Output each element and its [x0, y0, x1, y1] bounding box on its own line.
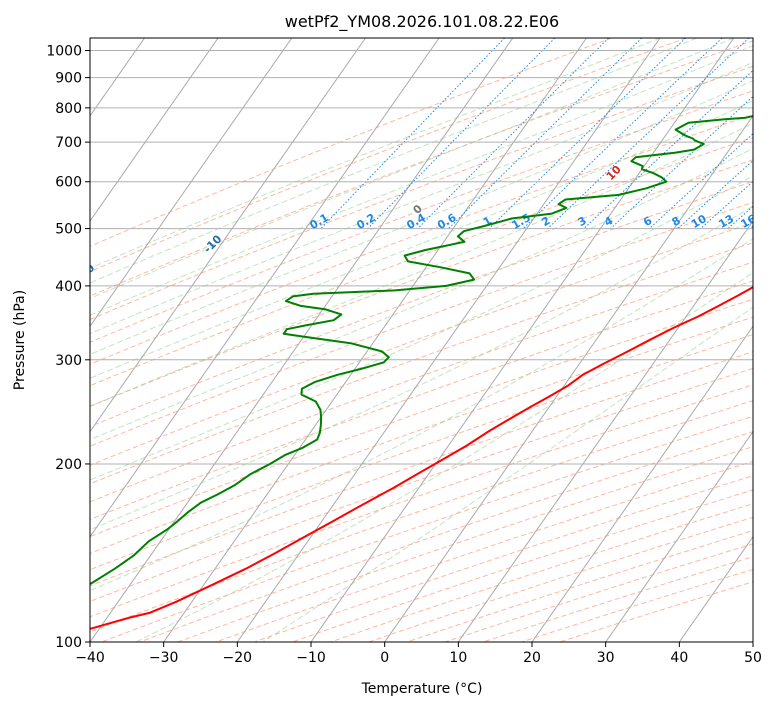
dry-adiabat-label: -20 — [74, 261, 97, 284]
mixing-ratio-label: 16 — [738, 212, 758, 231]
mixing-ratio-line — [522, 38, 723, 229]
background-lines — [90, 38, 753, 642]
mixing-ratio-line — [677, 159, 753, 229]
x-tick-label: −30 — [149, 650, 179, 666]
isotherm-line — [163, 38, 587, 642]
isotherm-line — [310, 38, 735, 642]
y-tick-label: 400 — [55, 279, 82, 295]
isotherm-line — [90, 38, 219, 222]
y-tick-label: 800 — [55, 101, 82, 117]
dry-adiabat-line — [90, 90, 753, 343]
y-tick-label: 1000 — [46, 44, 82, 60]
moist-adiabat-line — [90, 205, 753, 531]
mixing-ratio-line — [448, 38, 643, 229]
dry-adiabat-line — [90, 316, 753, 554]
dry-adiabat-line — [90, 280, 753, 521]
moist-adiabat-line — [90, 61, 753, 335]
x-tick-label: 30 — [597, 650, 615, 666]
dry-adiabat-line — [90, 367, 753, 602]
x-tick-label: −40 — [75, 650, 105, 666]
isotherm-line — [678, 535, 753, 642]
moist-adiabat-line — [90, 80, 753, 355]
isotherm-line — [90, 38, 440, 538]
x-tick-label: 40 — [670, 650, 688, 666]
dry-adiabat-line — [90, 114, 753, 365]
moist-adiabat-line — [90, 147, 753, 441]
mixing-ratio-line — [320, 38, 505, 229]
x-tick-label: −10 — [296, 650, 326, 666]
dry-adiabat-line — [90, 180, 753, 428]
x-tick-label: 0 — [380, 650, 389, 666]
x-tick-label: 20 — [523, 650, 541, 666]
dewpoint-line — [90, 114, 753, 586]
x-tick-label: 50 — [744, 650, 762, 666]
isotherm-line — [384, 114, 753, 642]
isotherm-line — [236, 38, 661, 642]
isotherm-line — [457, 220, 753, 642]
x-axis-label: Temperature (°C) — [361, 681, 483, 697]
dry-adiabat-line — [90, 351, 753, 587]
isotherm-line — [90, 38, 366, 433]
x-tick-label: 10 — [449, 650, 467, 666]
temperature-line — [90, 285, 753, 630]
x-tick-label: −20 — [223, 650, 253, 666]
y-tick-label: 200 — [55, 457, 82, 473]
mixing-ratio-line — [367, 38, 556, 229]
moist-adiabat-line — [90, 175, 753, 481]
pressure-gridlines — [90, 50, 753, 642]
isotherm-line — [90, 38, 293, 328]
moist-adiabat-line — [90, 100, 753, 379]
isotherm-line — [531, 325, 753, 642]
y-tick-label: 700 — [55, 135, 82, 151]
isotherm-line — [90, 38, 514, 642]
mixing-ratio-line — [547, 38, 750, 229]
y-tick-label: 500 — [55, 222, 82, 238]
dry-adiabat-line — [90, 384, 753, 618]
dry-adiabat-line — [90, 261, 753, 503]
dry-adiabat-line — [90, 38, 612, 247]
dry-adiabat-line — [90, 201, 753, 447]
chart-title: wetPf2_YM08.2026.101.08.22.E06 — [285, 12, 559, 32]
y-axis-label: Pressure (hPa) — [12, 290, 28, 390]
dry-adiabat-line — [90, 136, 753, 387]
moist-adiabat-line — [90, 122, 753, 407]
moist-adiabat-line — [135, 272, 753, 642]
y-tick-label: 300 — [55, 353, 82, 369]
y-tick-label: 600 — [55, 175, 82, 191]
dry-adiabat-line — [90, 38, 687, 273]
y-tick-label: 100 — [55, 635, 82, 651]
x-axis-ticks: −40 −30 −20 −10 0 10 20 30 40 50 — [75, 642, 762, 666]
isotherm-line — [605, 430, 753, 642]
dry-adiabat-line — [90, 298, 753, 538]
y-tick-label: 900 — [55, 71, 82, 87]
mixing-ratio-line — [488, 38, 686, 229]
y-axis-ticks: 100 200 300 400 500 600 700 800 900 1000 — [46, 44, 90, 651]
sounding-series — [90, 114, 753, 630]
plot-frame — [89, 37, 754, 643]
moist-adiabat-line — [90, 38, 698, 284]
